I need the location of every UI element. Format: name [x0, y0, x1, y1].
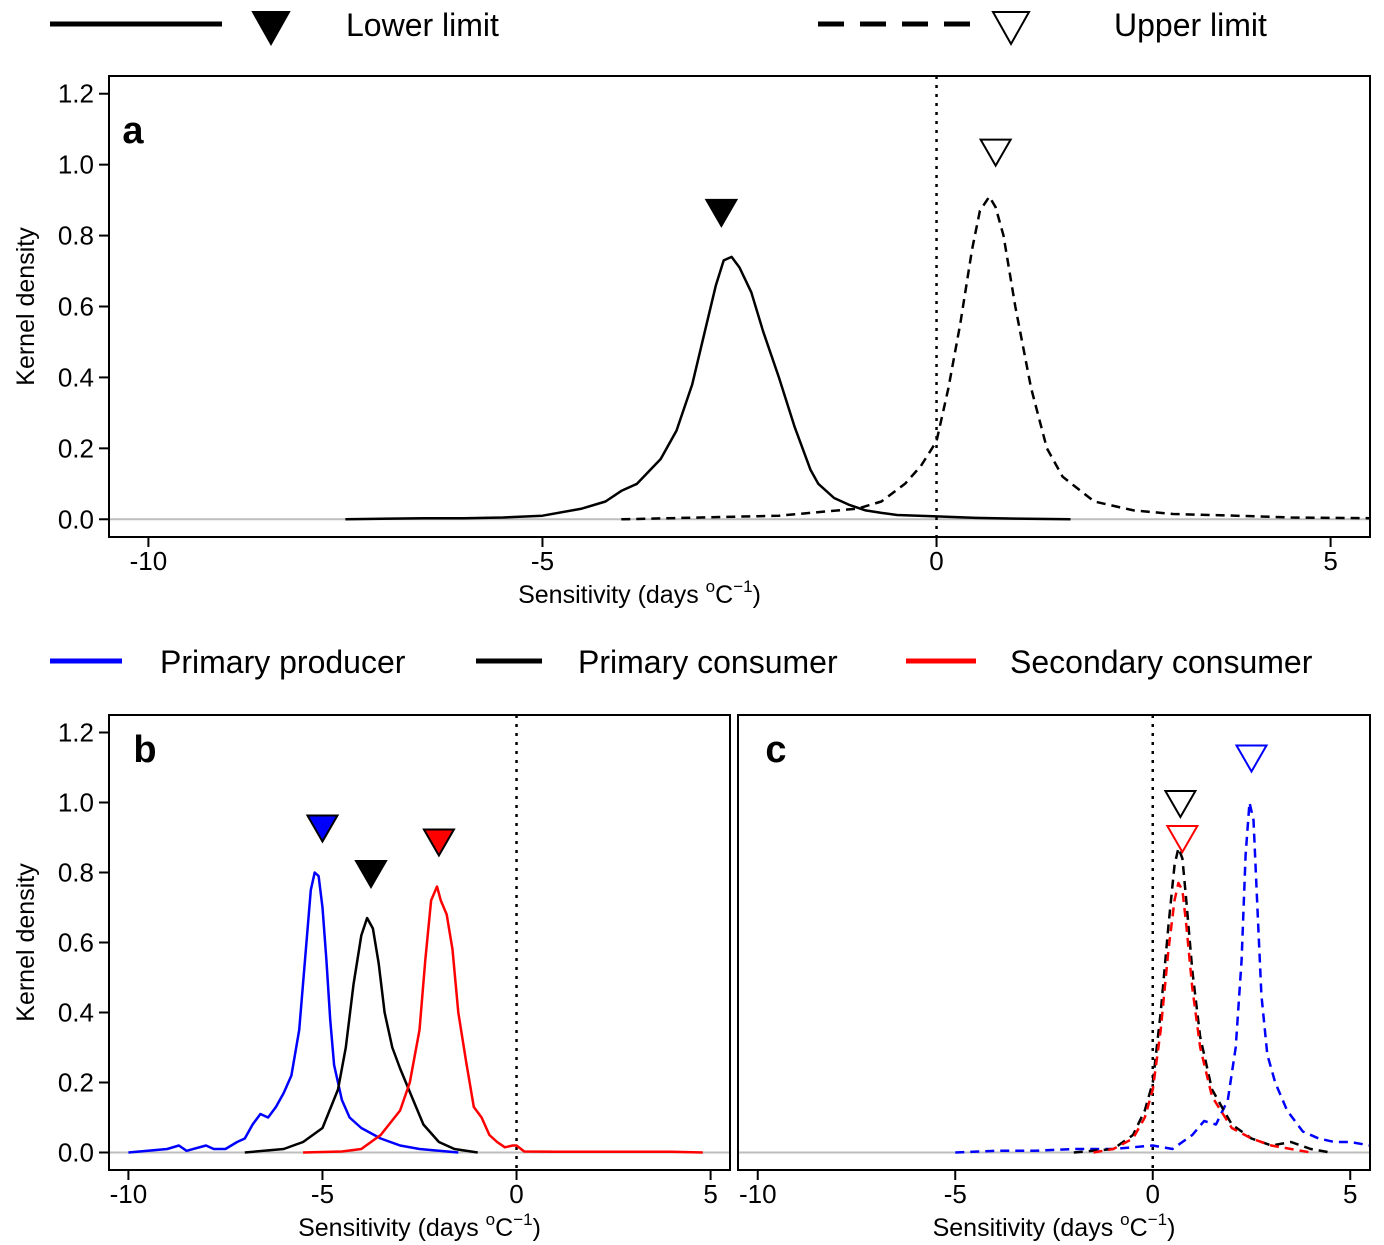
x-axis-label-part: −1: [1148, 1210, 1167, 1229]
x-axis-label: Sensitivity (days oC−1): [298, 1210, 541, 1242]
legend-producer-label: Primary producer: [160, 644, 406, 680]
x-tick-label: -5: [311, 1179, 334, 1209]
x-tick-label: 0: [1146, 1179, 1160, 1209]
x-tick-label: 5: [1343, 1179, 1357, 1209]
x-tick-label: 5: [1323, 546, 1337, 576]
x-axis-label-part: C: [1130, 1214, 1148, 1242]
y-tick-label: 0.2: [58, 1068, 94, 1098]
marker-primary-producer: [1234, 744, 1269, 774]
series-line-secondary-consumer: [303, 885, 703, 1154]
x-axis-label-part: Sensitivity (days: [518, 581, 706, 609]
y-tick-label: 1.0: [58, 150, 94, 180]
x-axis-label: Sensitivity (days oC−1): [518, 577, 761, 609]
series-line-primary-producer: [128, 871, 459, 1154]
y-tick-label: 0.6: [58, 292, 94, 322]
plot-frame: [108, 714, 731, 1171]
plot-frame: [737, 714, 1371, 1171]
y-tick-label: 0.6: [58, 928, 94, 958]
x-axis-label-part: Sensitivity (days: [933, 1214, 1121, 1242]
legend-lower-marker: [251, 11, 291, 47]
legend-consumer-label: Primary consumer: [578, 644, 838, 680]
legend-top: Lower limit Upper limit: [50, 7, 1267, 47]
legend-mid: Primary producer Primary consumer Second…: [50, 644, 1313, 680]
legend-lower-label: Lower limit: [346, 7, 499, 43]
marker-secondary-consumer: [422, 828, 456, 858]
panel-letter: b: [133, 729, 156, 771]
y-axis-label: Kernel density: [12, 863, 40, 1022]
panel-c: -10 -5 0 5 c Sensitivity (days oC−1): [737, 714, 1371, 1242]
x-axis-label-part: ): [1167, 1214, 1175, 1242]
y-tick-label: 0.8: [58, 221, 94, 251]
series-line-primary-producer: [955, 801, 1371, 1154]
y-tick-label: 1.2: [58, 718, 94, 748]
x-tick-label: 0: [929, 546, 943, 576]
marker-lower-limit: [704, 198, 739, 228]
panel-letter: a: [122, 110, 144, 152]
panel-a: -10 -5 0 5 0.0 0.2 0.4 0.6 0.8 1.0 1.2 Kernel densi…: [12, 75, 1371, 609]
x-tick-label: -5: [531, 546, 554, 576]
x-axis-label-part: −1: [513, 1210, 532, 1229]
x-tick-label: -5: [944, 1179, 967, 1209]
x-axis-label-part: −1: [733, 577, 752, 596]
marker-upper-limit: [978, 138, 1013, 168]
x-axis-label-part: o: [486, 1210, 495, 1229]
panel-letter: c: [765, 729, 786, 771]
marker-secondary-consumer: [1165, 825, 1200, 855]
x-tick-label: 5: [703, 1179, 717, 1209]
y-tick-label: 0.0: [58, 1138, 94, 1168]
marker-primary-consumer: [354, 860, 388, 890]
marker-primary-producer: [305, 814, 340, 844]
plot-frame: [108, 75, 1371, 538]
legend-secondary-label: Secondary consumer: [1010, 644, 1313, 680]
x-axis-label-part: ): [533, 1214, 541, 1242]
y-tick-label: 0.4: [58, 998, 94, 1028]
x-axis-label: Sensitivity (days oC−1): [933, 1210, 1176, 1242]
y-tick-label: 0.8: [58, 858, 94, 888]
x-axis-label-part: ): [753, 581, 761, 609]
legend-upper-label: Upper limit: [1114, 7, 1267, 43]
x-tick-label: -10: [739, 1179, 777, 1209]
x-axis-label-part: o: [706, 577, 715, 596]
x-axis-label-part: C: [715, 581, 733, 609]
y-tick-label: 0.4: [58, 362, 94, 392]
x-axis-label-part: C: [495, 1214, 513, 1242]
x-tick-label: -10: [110, 1179, 148, 1209]
y-tick-label: 0.2: [58, 433, 94, 463]
panel-b: -10 -5 0 5 0.0 0.2 0.4 0.6 0.8 1.0 1.2 Kernel densi…: [12, 714, 731, 1242]
y-tick-label: 1.2: [58, 79, 94, 109]
x-tick-label: -10: [130, 546, 168, 576]
x-axis-label-part: o: [1120, 1210, 1129, 1229]
series-line-lower-limit: [345, 255, 1071, 521]
y-tick-label: 0.0: [58, 504, 94, 534]
x-tick-label: 0: [509, 1179, 523, 1209]
legend-upper-marker: [991, 11, 1031, 47]
series-line-secondary-consumer: [1093, 881, 1312, 1154]
x-axis-label-part: Sensitivity (days: [298, 1214, 486, 1242]
series-line-upper-limit: [621, 195, 1371, 521]
y-tick-label: 1.0: [58, 788, 94, 818]
y-axis-label: Kernel density: [12, 227, 40, 386]
series-line-primary-consumer: [1073, 846, 1331, 1154]
series-line-primary-consumer: [244, 916, 478, 1154]
marker-primary-consumer: [1163, 790, 1198, 820]
